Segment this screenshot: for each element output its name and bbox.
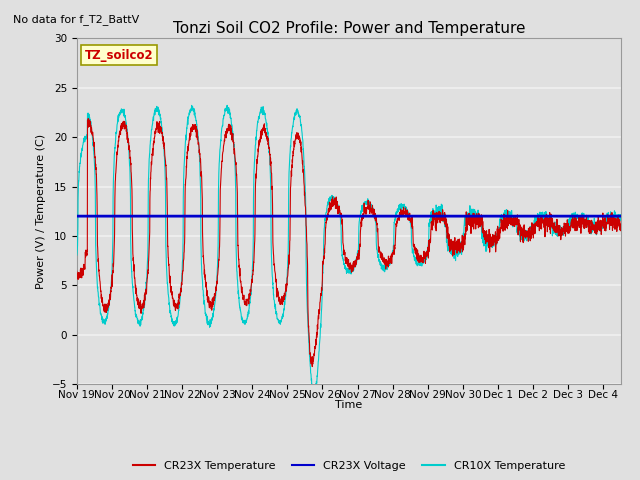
Legend: CR23X Temperature, CR23X Voltage, CR10X Temperature: CR23X Temperature, CR23X Voltage, CR10X … bbox=[128, 456, 570, 475]
Text: No data for f_T2_BattV: No data for f_T2_BattV bbox=[13, 14, 139, 25]
Title: Tonzi Soil CO2 Profile: Power and Temperature: Tonzi Soil CO2 Profile: Power and Temper… bbox=[173, 21, 525, 36]
Y-axis label: Power (V) / Temperature (C): Power (V) / Temperature (C) bbox=[36, 133, 46, 289]
Text: TZ_soilco2: TZ_soilco2 bbox=[85, 49, 154, 62]
X-axis label: Time: Time bbox=[335, 400, 362, 410]
